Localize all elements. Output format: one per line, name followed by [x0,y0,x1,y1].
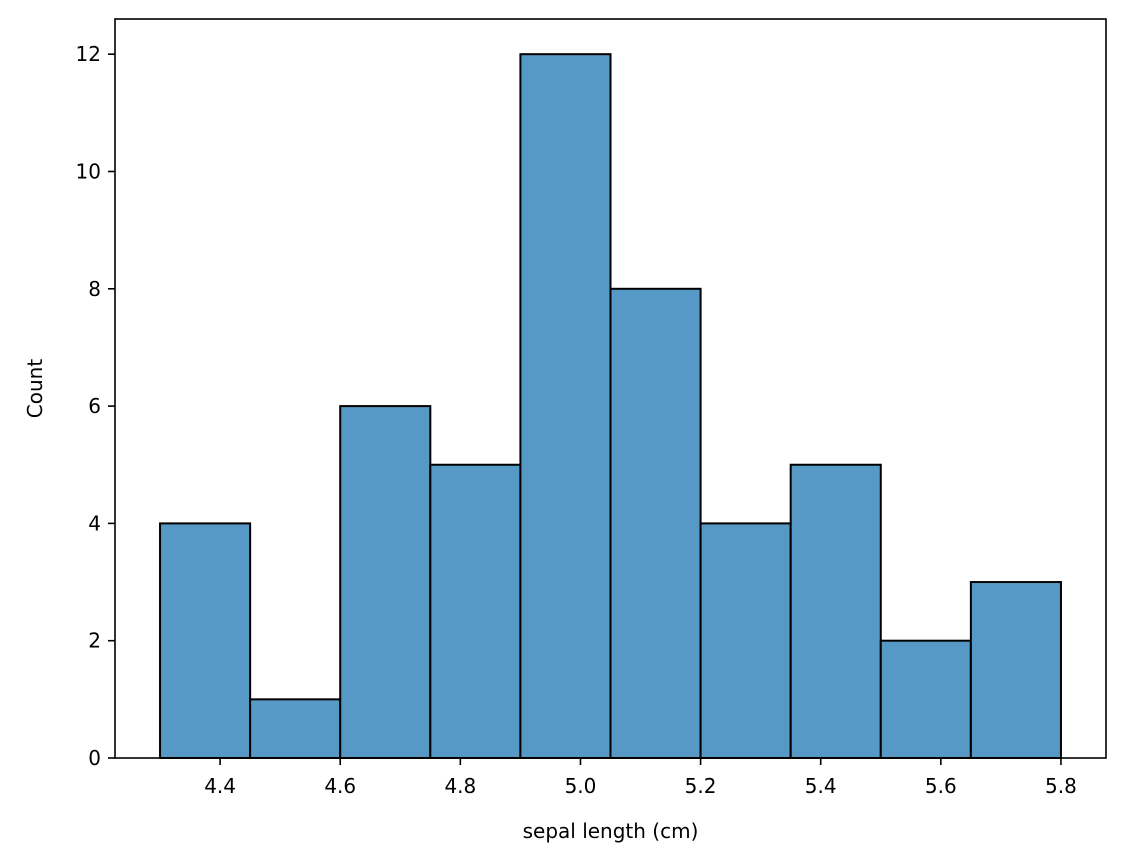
x-axis-ticks: 4.4 4.6 4.8 5.0 5.2 5.4 5.6 5.8 [204,758,1077,798]
histogram-bar [519,53,612,759]
bars-group [159,53,1062,760]
histogram-bar [699,522,792,760]
histogram-bar [159,522,252,760]
y-tick-label: 2 [88,629,101,653]
histogram-bar [429,463,522,759]
x-tick-label: 4.6 [324,774,356,798]
x-tick-label: 4.8 [444,774,476,798]
histogram-bar [609,287,702,759]
x-tick-label: 5.4 [805,774,837,798]
plot-frame [114,18,1107,759]
y-tick-label: 12 [76,42,101,66]
y-tick-label: 10 [76,159,101,183]
y-tick-label: 8 [88,277,101,301]
y-tick-label: 4 [88,511,101,535]
histogram-bar [339,405,432,759]
x-axis-label: sepal length (cm) [523,819,699,843]
histogram-bar [969,581,1062,759]
histogram-bar [879,639,972,760]
x-tick-label: 4.4 [204,774,236,798]
x-tick-label: 5.8 [1045,774,1077,798]
histogram-bar [789,463,882,759]
y-tick-label: 0 [88,746,101,770]
x-tick-label: 5.0 [565,774,597,798]
y-axis-ticks: 0 2 4 6 8 10 12 [76,42,115,770]
y-tick-label: 6 [88,394,101,418]
x-tick-label: 5.6 [925,774,957,798]
x-tick-label: 5.2 [685,774,717,798]
y-axis-label: Count [23,359,47,419]
histogram-bar [249,698,342,759]
